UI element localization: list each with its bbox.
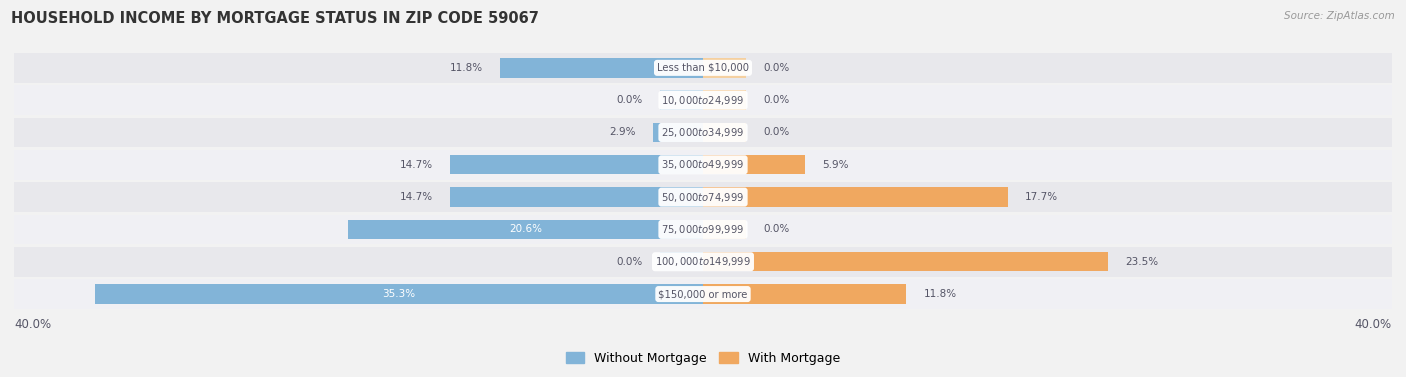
Text: 17.7%: 17.7% [1025,192,1059,202]
Bar [703,220,747,239]
Text: $150,000 or more: $150,000 or more [658,289,748,299]
Text: 11.8%: 11.8% [450,63,482,73]
Text: 0.0%: 0.0% [763,95,790,105]
Text: 0.0%: 0.0% [763,63,790,73]
Bar [652,123,703,142]
Text: Less than $10,000: Less than $10,000 [657,63,749,73]
Text: 0.0%: 0.0% [763,127,790,138]
Bar [96,284,703,304]
Text: 14.7%: 14.7% [399,192,433,202]
Bar [659,90,703,110]
Text: $75,000 to $99,999: $75,000 to $99,999 [661,223,745,236]
Text: $100,000 to $149,999: $100,000 to $149,999 [655,255,751,268]
Text: $50,000 to $74,999: $50,000 to $74,999 [661,191,745,204]
Bar [14,182,1392,212]
Legend: Without Mortgage, With Mortgage: Without Mortgage, With Mortgage [561,347,845,370]
Text: 0.0%: 0.0% [763,224,790,234]
Bar [703,187,1008,207]
Text: 0.0%: 0.0% [616,257,643,267]
Bar [14,118,1392,147]
Text: $25,000 to $34,999: $25,000 to $34,999 [661,126,745,139]
Text: 2.9%: 2.9% [609,127,636,138]
Bar [450,155,703,175]
Bar [14,215,1392,244]
Text: Source: ZipAtlas.com: Source: ZipAtlas.com [1284,11,1395,21]
Bar [14,279,1392,309]
Bar [450,187,703,207]
Bar [499,58,703,78]
Bar [349,220,703,239]
Text: 40.0%: 40.0% [14,318,51,331]
Text: 14.7%: 14.7% [399,160,433,170]
Text: HOUSEHOLD INCOME BY MORTGAGE STATUS IN ZIP CODE 59067: HOUSEHOLD INCOME BY MORTGAGE STATUS IN Z… [11,11,538,26]
Bar [14,247,1392,277]
Bar [703,58,747,78]
Text: $10,000 to $24,999: $10,000 to $24,999 [661,93,745,107]
Text: 20.6%: 20.6% [509,224,543,234]
Text: 5.9%: 5.9% [823,160,848,170]
Bar [703,284,907,304]
Bar [703,252,1108,271]
Bar [703,123,747,142]
Bar [659,252,703,271]
Bar [14,85,1392,115]
Bar [14,53,1392,83]
Bar [14,150,1392,180]
Text: 35.3%: 35.3% [382,289,416,299]
Text: 40.0%: 40.0% [1355,318,1392,331]
Bar [703,155,804,175]
Text: 0.0%: 0.0% [616,95,643,105]
Text: 23.5%: 23.5% [1125,257,1159,267]
Bar [703,90,747,110]
Text: $35,000 to $49,999: $35,000 to $49,999 [661,158,745,171]
Text: 11.8%: 11.8% [924,289,956,299]
